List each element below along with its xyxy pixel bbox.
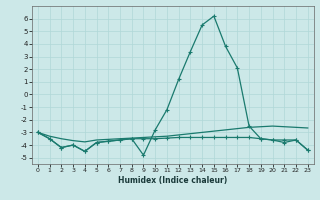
X-axis label: Humidex (Indice chaleur): Humidex (Indice chaleur) bbox=[118, 176, 228, 185]
